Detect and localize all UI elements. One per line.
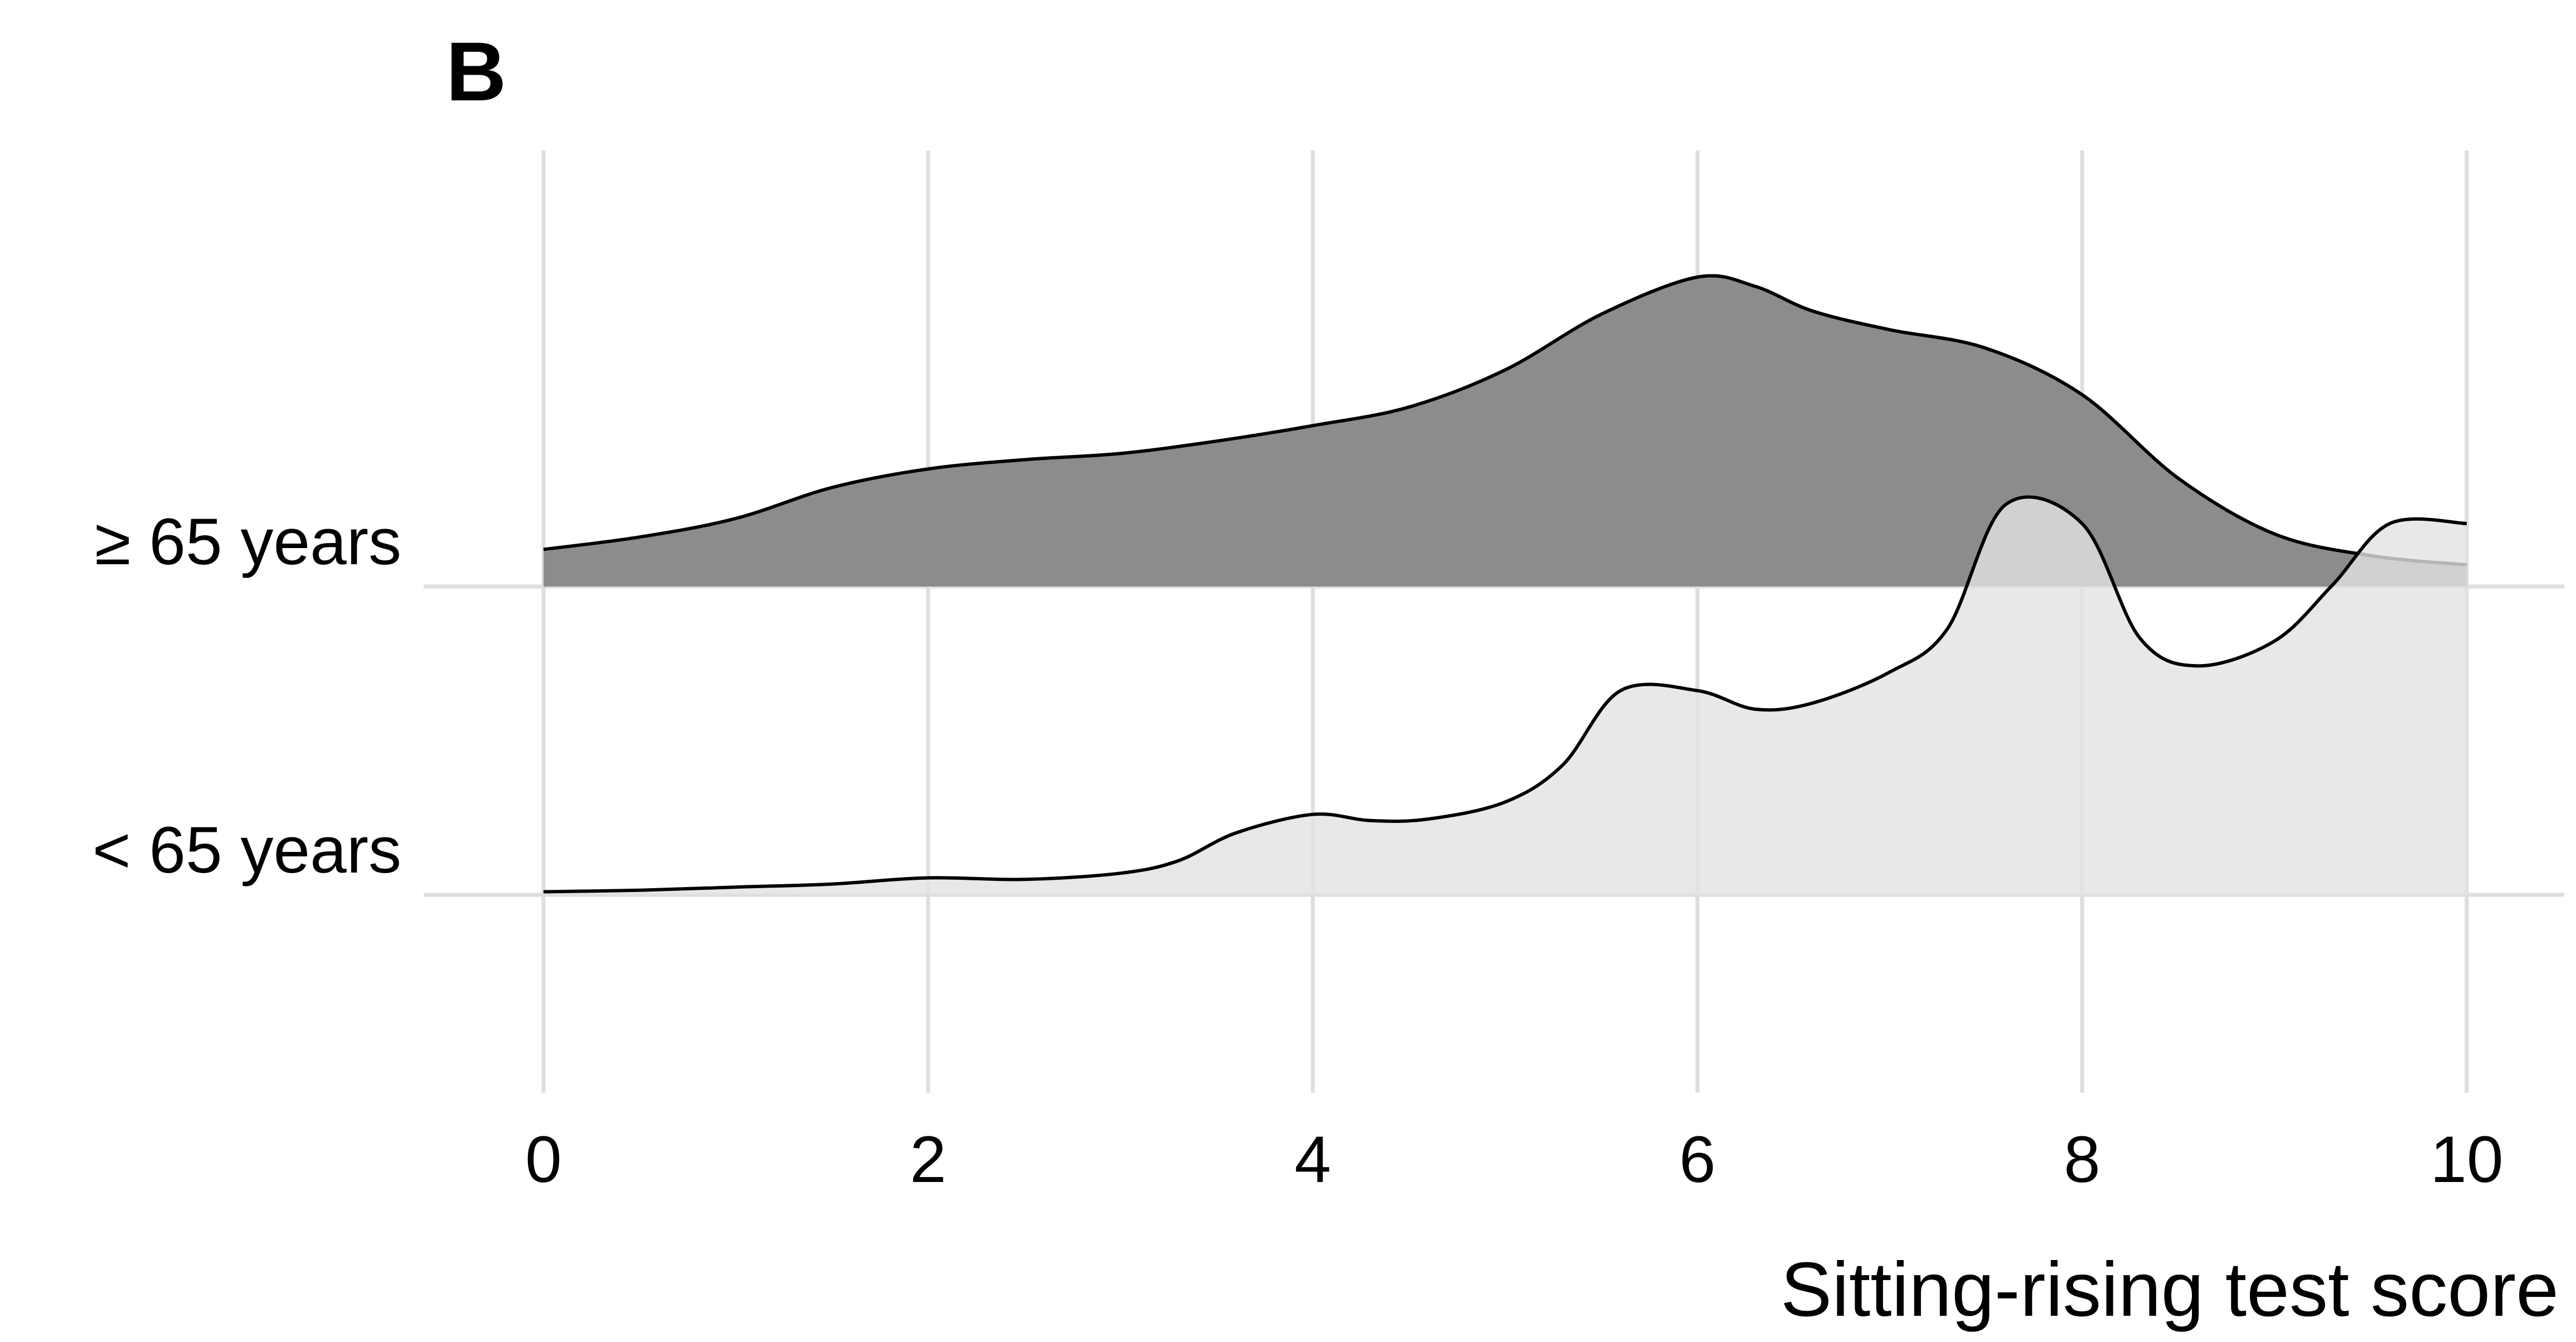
ridge-area-under-65 (544, 497, 2467, 895)
x-axis-ticks: 0 2 4 6 8 10 (525, 1123, 2503, 1196)
ridge-line-under-65 (543, 495, 2467, 894)
density-ridges (543, 274, 2467, 895)
panel-label: B (446, 25, 506, 118)
x-tick-label-8: 8 (2064, 1123, 2100, 1196)
x-tick-label-2: 2 (910, 1123, 947, 1196)
x-tick-label-4: 4 (1294, 1123, 1331, 1196)
gridlines (541, 151, 2469, 1093)
ridge-line-over-65 (543, 274, 2467, 567)
ridge-area-over-65 (544, 275, 2467, 587)
x-tick-label-10: 10 (2430, 1123, 2503, 1196)
x-tick-label-0: 0 (525, 1123, 562, 1196)
row-labels: ≥ 65 years < 65 years (93, 505, 401, 887)
x-axis-title: Sitting-rising test score (1781, 1247, 2559, 1333)
row-label-over-65: ≥ 65 years (95, 505, 401, 579)
row-label-under-65: < 65 years (93, 813, 401, 887)
x-tick-label-6: 6 (1679, 1123, 1716, 1196)
